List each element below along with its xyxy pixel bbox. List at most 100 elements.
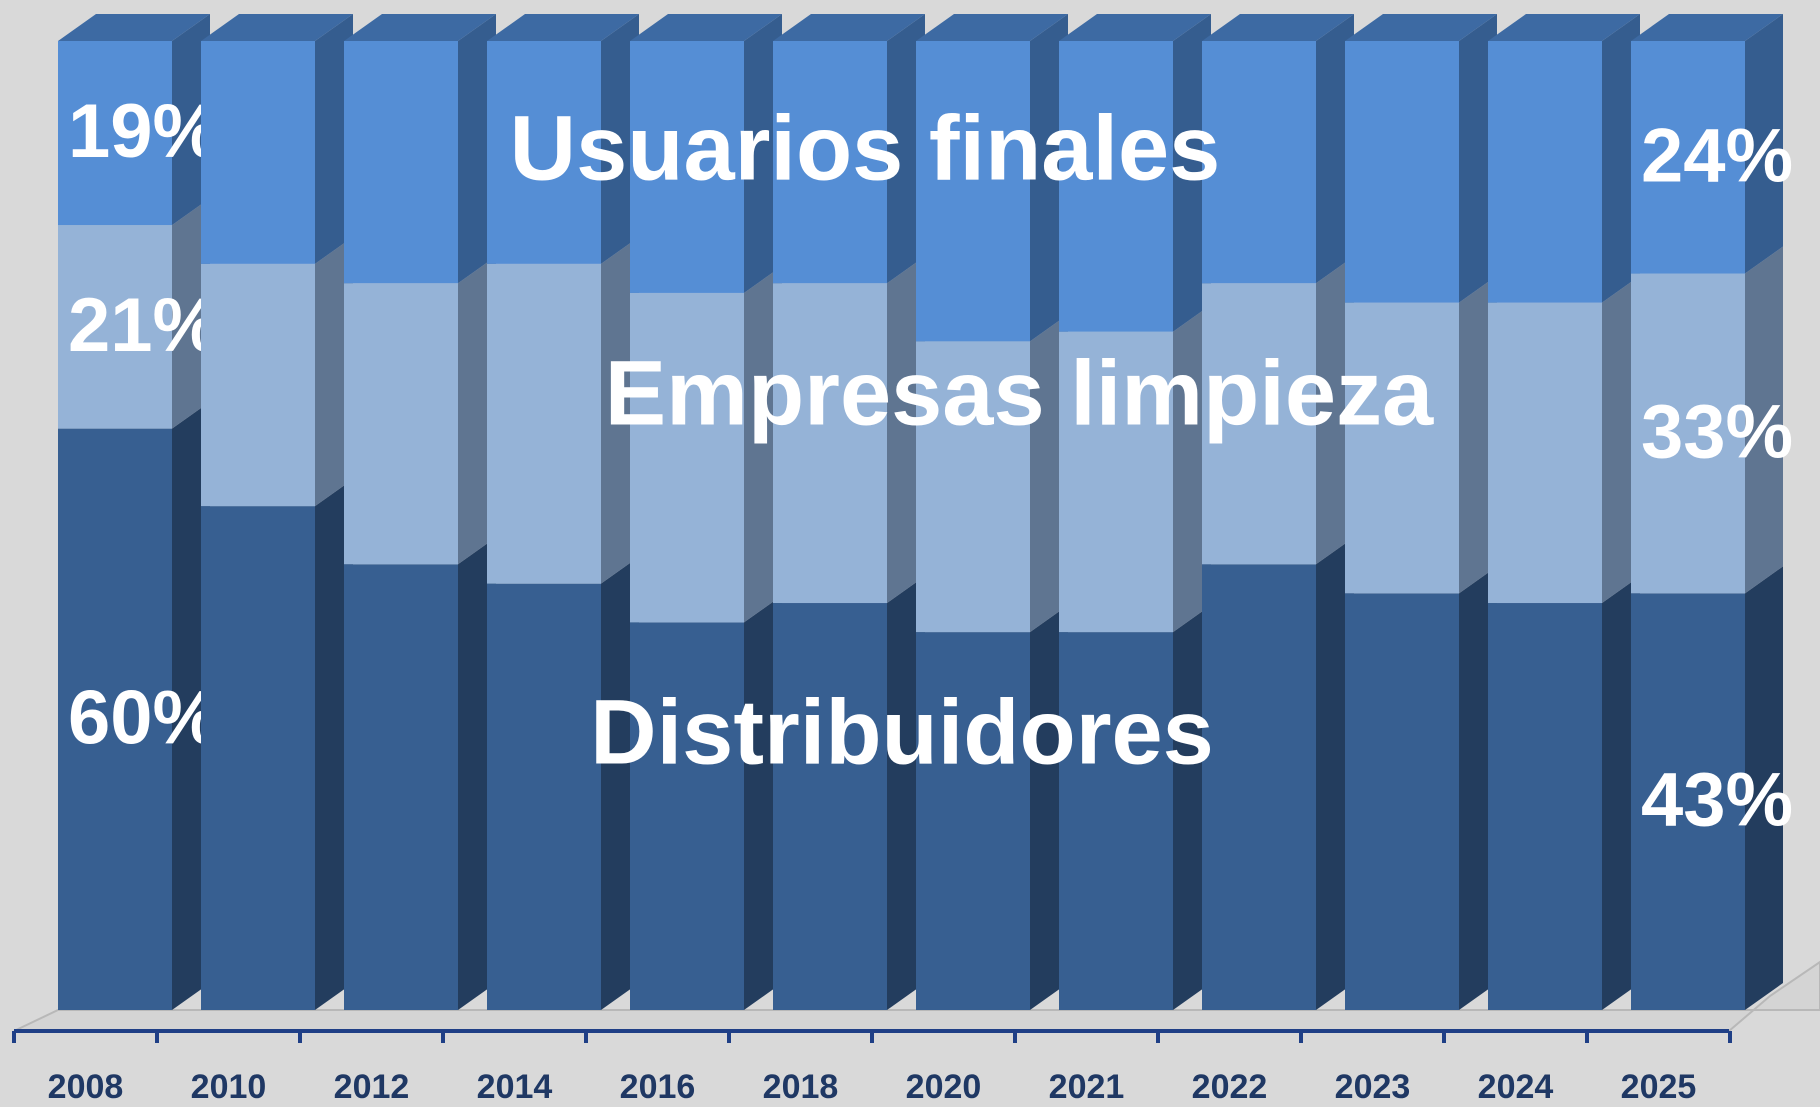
bar-segment: [344, 564, 458, 1010]
bar-side: [601, 556, 639, 1010]
bar-segment: [201, 506, 315, 1010]
bar-top: [773, 14, 925, 41]
bar-side: [601, 236, 639, 584]
x-tick-label: 2025: [1621, 1068, 1697, 1106]
bar-segment: [58, 41, 172, 226]
bar-side: [315, 14, 353, 264]
bar-side: [887, 256, 925, 604]
bar-segment: [630, 622, 744, 1010]
bar-side: [1602, 576, 1640, 1010]
x-tick-label: 2014: [477, 1068, 553, 1106]
bar-side: [1602, 275, 1640, 604]
bar-side: [744, 265, 782, 623]
bar-segment: [1345, 302, 1459, 594]
bar-side: [887, 14, 925, 284]
bar-top: [916, 14, 1068, 41]
series-label: Usuarios finales: [510, 97, 1221, 199]
x-tick-label: 2021: [1049, 1068, 1125, 1106]
bar-top: [1631, 14, 1783, 41]
bar-top: [58, 14, 210, 41]
bar-segment: [1488, 41, 1602, 303]
bar-top: [630, 14, 782, 41]
bar-segment: [201, 41, 315, 264]
bar-side: [744, 595, 782, 1010]
bar-side: [1316, 256, 1354, 565]
bar-side: [1459, 566, 1497, 1010]
bar-top: [1488, 14, 1640, 41]
bar-side: [1030, 14, 1068, 342]
bar-side: [1745, 566, 1783, 1010]
bar-segment: [201, 263, 315, 507]
bar-segment: [916, 41, 1030, 342]
bar-segment: [1488, 603, 1602, 1010]
series-label: Distribuidores: [590, 681, 1214, 783]
x-tick-label: 2012: [334, 1068, 410, 1106]
bar-side: [1030, 605, 1068, 1010]
bar-segment: [1631, 273, 1745, 594]
bar-segment: [487, 41, 601, 264]
bar-segment: [1202, 41, 1316, 284]
x-tick-label: 2016: [620, 1068, 696, 1106]
value-label: 19%: [68, 89, 220, 174]
x-tick-label: 2023: [1335, 1068, 1411, 1106]
bar-side: [1316, 537, 1354, 1010]
bar-segment: [1059, 41, 1173, 332]
value-label: 43%: [1641, 758, 1793, 843]
bar-top: [487, 14, 639, 41]
bar-top: [201, 14, 353, 41]
bar-segment: [1059, 331, 1173, 633]
bar-side: [1173, 605, 1211, 1010]
value-label: 24%: [1641, 113, 1793, 198]
value-label: 21%: [68, 283, 220, 368]
x-tick-label: 2020: [906, 1068, 982, 1106]
bar-top: [344, 14, 496, 41]
x-tick-label: 2024: [1478, 1068, 1554, 1106]
bar-segment: [1631, 593, 1745, 1010]
bar-side: [1173, 304, 1211, 633]
bar-segment: [1345, 593, 1459, 1010]
bar-segment: [773, 603, 887, 1010]
bar-side: [315, 236, 353, 507]
value-label: 60%: [68, 675, 220, 760]
bar-side: [1745, 14, 1783, 274]
bar-segment: [1345, 41, 1459, 303]
bar-segment: [58, 428, 172, 1011]
bar-side: [1745, 246, 1783, 594]
bar-segment: [487, 583, 601, 1010]
bar-side: [744, 14, 782, 293]
bar-side: [887, 576, 925, 1010]
bar-segment: [344, 41, 458, 284]
bar-top: [1059, 14, 1211, 41]
value-label: 33%: [1641, 390, 1793, 475]
bar-side: [458, 14, 496, 284]
bar-side: [458, 256, 496, 565]
bar-side: [1316, 14, 1354, 284]
bar-segment: [630, 41, 744, 293]
bar-side: [172, 14, 210, 226]
bar-segment: [630, 292, 744, 623]
bar-segment: [1059, 632, 1173, 1010]
bar-side: [1459, 14, 1497, 303]
bar-segment: [1202, 564, 1316, 1010]
bar-side: [1602, 14, 1640, 303]
x-tick-label: 2010: [191, 1068, 267, 1106]
bar-segment: [773, 283, 887, 604]
bar-side: [458, 537, 496, 1010]
bar-segment: [344, 283, 458, 565]
bar-top: [1345, 14, 1497, 41]
bar-segment: [916, 341, 1030, 633]
x-tick-label: 2008: [48, 1068, 124, 1106]
bar-side: [1030, 314, 1068, 633]
bar-side: [172, 198, 210, 429]
bar-segment: [58, 225, 172, 429]
bar-side: [1173, 14, 1211, 332]
bar-segment: [487, 263, 601, 584]
bar-side: [601, 14, 639, 264]
bar-segment: [1202, 283, 1316, 565]
bar-segment: [916, 632, 1030, 1010]
x-tick-label: 2018: [763, 1068, 839, 1106]
bar-side: [172, 401, 210, 1011]
bar-side: [315, 479, 353, 1010]
